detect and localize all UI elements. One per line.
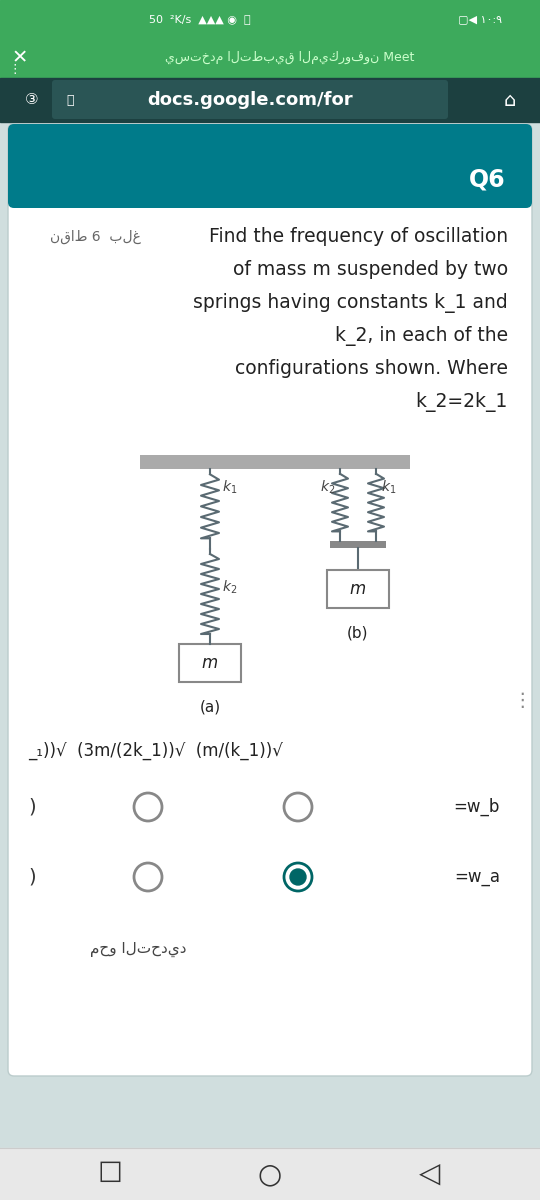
- Text: ): ): [28, 868, 36, 887]
- Bar: [330, 541, 386, 548]
- Text: ✕: ✕: [12, 48, 28, 67]
- Text: $k_2$: $k_2$: [222, 578, 237, 595]
- Text: ③: ③: [25, 92, 39, 108]
- Circle shape: [134, 863, 162, 890]
- Text: configurations shown. Where: configurations shown. Where: [235, 359, 508, 378]
- Circle shape: [284, 863, 312, 890]
- Circle shape: [284, 793, 312, 821]
- Text: ): ): [28, 798, 36, 816]
- Bar: [327, 570, 389, 608]
- Text: =w_b: =w_b: [454, 798, 500, 816]
- Bar: [0, 78, 540, 122]
- Bar: [179, 644, 241, 682]
- Text: ⋮: ⋮: [512, 690, 532, 709]
- Text: Q6: Q6: [469, 168, 506, 192]
- Bar: [0, 0, 540, 38]
- Text: $k_1$: $k_1$: [222, 479, 237, 496]
- Text: ○: ○: [258, 1160, 282, 1188]
- Text: springs having constants k_1 and: springs having constants k_1 and: [193, 293, 508, 313]
- Bar: [0, 38, 540, 78]
- Text: ☐: ☐: [98, 1160, 123, 1188]
- Bar: [140, 455, 410, 469]
- Text: ⌂: ⌂: [504, 90, 516, 109]
- Text: ▢◀ ۱۰:۹: ▢◀ ۱۰:۹: [458, 14, 502, 24]
- Text: of mass m suspended by two: of mass m suspended by two: [233, 260, 508, 278]
- Text: ◁: ◁: [420, 1160, 441, 1188]
- Text: =w_a: =w_a: [454, 868, 500, 886]
- Text: (a): (a): [199, 700, 220, 715]
- Text: k_2=2k_1: k_2=2k_1: [416, 392, 508, 412]
- Text: Find the frequency of oscillation: Find the frequency of oscillation: [209, 227, 508, 246]
- Text: _₁))√  (3m/(2k_1))√  (m/(k_1))√: _₁))√ (3m/(2k_1))√ (m/(k_1))√: [28, 742, 283, 761]
- Circle shape: [290, 869, 306, 886]
- Text: docs.google.com/for: docs.google.com/for: [147, 91, 353, 109]
- Text: $m$: $m$: [349, 580, 367, 598]
- Text: $k_1$: $k_1$: [381, 479, 396, 496]
- Bar: [14, 170, 526, 208]
- Text: 50  ²K/s  ▲▲▲ ◉  🔔: 50 ²K/s ▲▲▲ ◉ 🔔: [149, 14, 251, 24]
- Text: $k_2$: $k_2$: [320, 479, 335, 496]
- Text: k_2, in each of the: k_2, in each of the: [335, 326, 508, 346]
- FancyBboxPatch shape: [8, 124, 532, 1076]
- Bar: [0, 1148, 540, 1200]
- FancyBboxPatch shape: [8, 124, 532, 208]
- Text: محو التحديد: محو التحديد: [90, 942, 186, 958]
- FancyBboxPatch shape: [52, 80, 448, 119]
- Text: (b): (b): [347, 626, 369, 641]
- Text: $m$: $m$: [201, 654, 219, 672]
- Circle shape: [134, 793, 162, 821]
- Text: يستخدم التطبيق الميكروفون Meet: يستخدم التطبيق الميكروفون Meet: [165, 50, 415, 64]
- Text: 🔒: 🔒: [66, 94, 74, 107]
- Text: نقاط 6  بلغ: نقاط 6 بلغ: [50, 230, 141, 245]
- Text: ⋮: ⋮: [9, 64, 21, 77]
